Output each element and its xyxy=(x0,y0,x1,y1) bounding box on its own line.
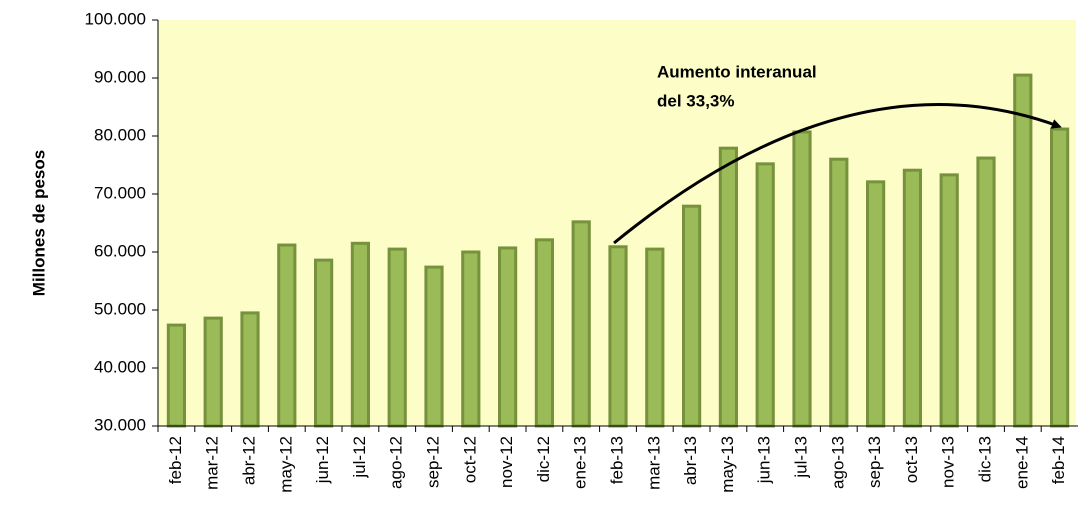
bar xyxy=(608,245,628,428)
x-tick-label: abr-12 xyxy=(239,436,258,485)
annotation: Aumento interanual xyxy=(657,62,817,81)
bar xyxy=(277,243,297,428)
x-tick-label: oct-12 xyxy=(460,436,479,483)
bar xyxy=(718,146,738,428)
bar xyxy=(682,204,702,428)
bar xyxy=(424,265,444,428)
bar xyxy=(498,246,518,428)
x-tick-label: jun-13 xyxy=(755,436,774,484)
bar xyxy=(571,220,591,428)
y-tick-label: 40.000 xyxy=(94,357,146,376)
y-tick-label: 80.000 xyxy=(94,125,146,144)
x-tick-label: jul-12 xyxy=(350,436,369,479)
bar xyxy=(240,311,260,428)
x-tick-label: mar-12 xyxy=(203,436,222,490)
x-tick-label: sep-13 xyxy=(865,436,884,488)
bar xyxy=(976,156,996,428)
bar xyxy=(939,173,959,428)
bar xyxy=(314,258,334,428)
x-tick-label: mar-13 xyxy=(644,436,663,490)
bar xyxy=(792,130,812,428)
bar xyxy=(1013,73,1033,428)
x-tick-label: may-13 xyxy=(718,436,737,493)
y-tick-label: 70.000 xyxy=(94,183,146,202)
y-tick-label: 100.000 xyxy=(85,9,146,28)
bar xyxy=(866,180,886,428)
bar xyxy=(534,238,554,428)
x-tick-label: nov-13 xyxy=(939,436,958,488)
y-tick-label: 90.000 xyxy=(94,67,146,86)
x-tick-label: feb-14 xyxy=(1049,436,1068,484)
bar xyxy=(461,250,481,428)
bar xyxy=(387,247,407,428)
x-tick-label: ene-13 xyxy=(571,436,590,489)
y-axis-label: Millones de pesos xyxy=(29,150,48,296)
x-tick-label: ago-13 xyxy=(828,436,847,489)
bar xyxy=(203,316,223,428)
x-tick-label: feb-13 xyxy=(607,436,626,484)
bar xyxy=(755,162,775,428)
x-tick-label: may-12 xyxy=(276,436,295,493)
x-tick-label: jun-12 xyxy=(313,436,332,484)
x-tick-label: jul-13 xyxy=(791,436,810,479)
y-tick-label: 30.000 xyxy=(94,415,146,434)
x-tick-label: oct-13 xyxy=(902,436,921,483)
x-tick-label: ago-12 xyxy=(387,436,406,489)
annotation: del 33,3% xyxy=(657,91,735,110)
bar xyxy=(829,157,849,428)
bar xyxy=(1050,127,1070,428)
x-tick-label: ene-14 xyxy=(1012,436,1031,489)
y-tick-label: 50.000 xyxy=(94,299,146,318)
x-tick-label: dic-13 xyxy=(975,436,994,482)
x-tick-label: dic-12 xyxy=(534,436,553,482)
x-tick-label: abr-13 xyxy=(681,436,700,485)
arrow xyxy=(613,103,1062,245)
bar xyxy=(166,323,186,428)
x-tick-label: nov-12 xyxy=(497,436,516,488)
bar xyxy=(645,247,665,428)
y-tick-label: 60.000 xyxy=(94,241,146,260)
x-tick-label: sep-12 xyxy=(423,436,442,488)
x-tick-label: feb-12 xyxy=(166,436,185,484)
bar xyxy=(902,168,922,428)
bar xyxy=(350,241,370,428)
